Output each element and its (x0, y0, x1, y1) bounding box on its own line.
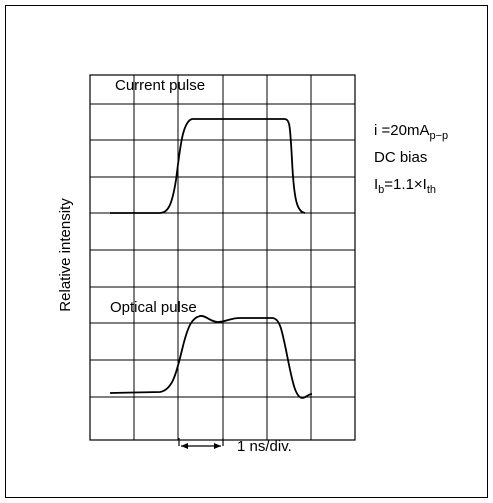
bias-relation-sub: th (427, 184, 436, 196)
y-axis-label: Relative intensity (57, 198, 74, 312)
current-label: Current pulse (115, 77, 205, 94)
current-main: i =20mA (374, 122, 429, 139)
current-waveform (110, 118, 306, 214)
frame (5, 5, 488, 498)
scale-label: 1 ns/div. (237, 438, 292, 455)
grid (89, 74, 356, 441)
current-sub: p−p (429, 130, 448, 142)
scale-arrow (178, 438, 224, 449)
optical-label: Optical pulse (110, 299, 197, 316)
bias-symbol-sub: b (378, 184, 384, 196)
bias-symbol: I (374, 176, 378, 193)
current-condition: i =20mAp−p (374, 122, 448, 142)
bias-relation: =1.1×I (384, 176, 427, 193)
bias-condition: Ib=1.1×Ith (374, 176, 436, 196)
bias-title: DC bias (374, 149, 427, 166)
optical-waveform (109, 315, 313, 399)
